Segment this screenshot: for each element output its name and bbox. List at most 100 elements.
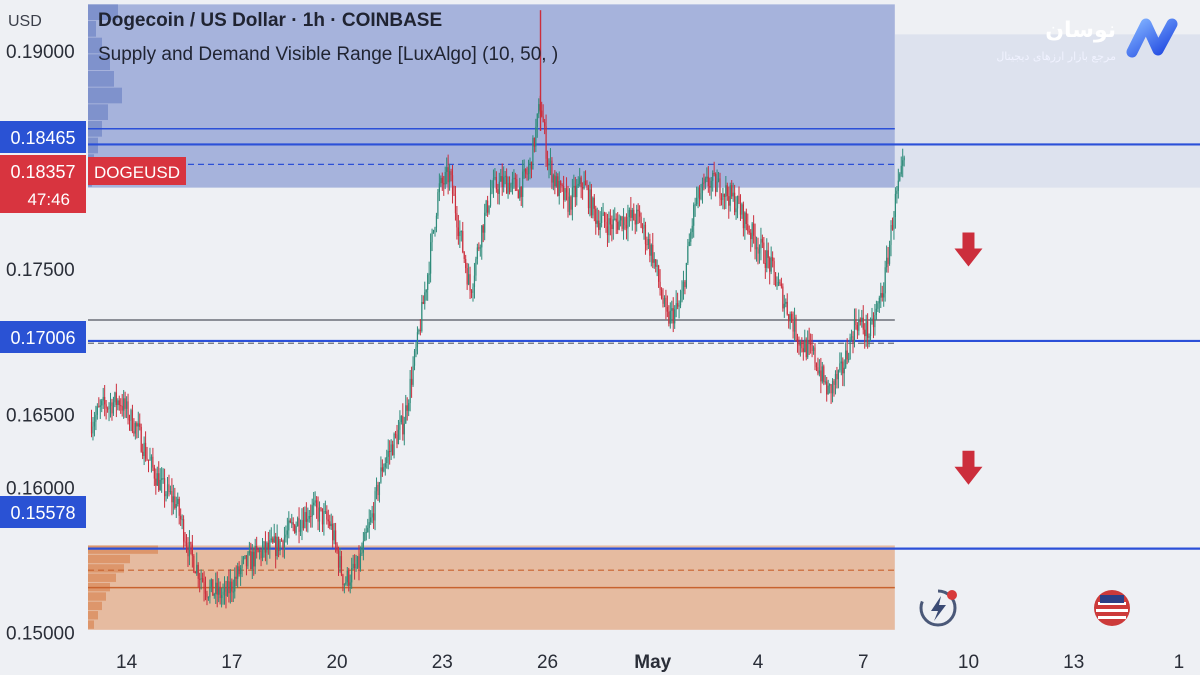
candle-body[interactable] xyxy=(104,396,106,405)
candle-body[interactable] xyxy=(525,169,527,174)
candle-body[interactable] xyxy=(526,173,528,175)
candle-body[interactable] xyxy=(565,188,568,193)
candle-body[interactable] xyxy=(792,321,794,332)
candle-body[interactable] xyxy=(463,252,465,260)
candle-body[interactable] xyxy=(213,594,215,596)
candle-body[interactable] xyxy=(735,208,737,213)
candle-body[interactable] xyxy=(715,174,717,192)
candle-body[interactable] xyxy=(178,498,180,516)
candle-body[interactable] xyxy=(846,350,848,360)
candle-body[interactable] xyxy=(128,419,131,421)
candle-body[interactable] xyxy=(412,365,414,385)
candle-body[interactable] xyxy=(174,496,176,508)
candle-body[interactable] xyxy=(560,180,562,185)
candle-body[interactable] xyxy=(527,168,530,174)
candle-body[interactable] xyxy=(568,196,571,212)
candle-body[interactable] xyxy=(703,182,705,184)
candle-body[interactable] xyxy=(544,122,546,127)
candle-body[interactable] xyxy=(351,568,353,583)
candle-body[interactable] xyxy=(799,340,801,346)
candle-body[interactable] xyxy=(780,283,782,287)
candle-body[interactable] xyxy=(377,484,379,496)
candle-body[interactable] xyxy=(371,513,373,518)
candle-body[interactable] xyxy=(210,579,212,587)
candle-body[interactable] xyxy=(887,257,889,264)
candle-body[interactable] xyxy=(416,332,419,348)
candle-body[interactable] xyxy=(468,274,470,285)
candle-body[interactable] xyxy=(709,186,711,188)
candle-body[interactable] xyxy=(469,274,471,291)
candle-body[interactable] xyxy=(865,321,867,337)
candle-body[interactable] xyxy=(684,281,686,287)
candle-body[interactable] xyxy=(289,520,291,523)
candle-body[interactable] xyxy=(726,185,728,197)
candle-body[interactable] xyxy=(302,520,305,528)
candle-body[interactable] xyxy=(574,185,576,198)
candle-body[interactable] xyxy=(223,587,226,592)
candle-body[interactable] xyxy=(576,185,578,198)
candle-body[interactable] xyxy=(196,564,198,574)
candle-body[interactable] xyxy=(166,484,169,495)
candle-body[interactable] xyxy=(137,423,139,427)
candle-body[interactable] xyxy=(263,541,265,549)
candle-body[interactable] xyxy=(551,160,553,183)
candle-body[interactable] xyxy=(105,404,107,409)
candle-body[interactable] xyxy=(143,442,145,457)
candle-body[interactable] xyxy=(415,347,417,352)
candle-body[interactable] xyxy=(842,361,844,374)
candle-body[interactable] xyxy=(897,180,899,191)
candle-body[interactable] xyxy=(206,593,208,598)
candle-body[interactable] xyxy=(254,546,256,567)
candle-body[interactable] xyxy=(739,204,742,215)
candle-body[interactable] xyxy=(336,544,338,552)
candle-body[interactable] xyxy=(710,180,712,188)
candle-body[interactable] xyxy=(557,176,559,196)
candle-body[interactable] xyxy=(133,431,135,434)
candle-body[interactable] xyxy=(408,403,410,411)
candle-body[interactable] xyxy=(614,218,616,220)
candle-body[interactable] xyxy=(479,247,481,249)
candle-body[interactable] xyxy=(796,338,799,342)
candle-body[interactable] xyxy=(788,314,790,322)
candle-body[interactable] xyxy=(555,176,557,187)
candle-body[interactable] xyxy=(108,406,110,409)
candle-body[interactable] xyxy=(874,315,876,328)
candle-body[interactable] xyxy=(374,491,376,521)
candle-body[interactable] xyxy=(548,163,550,166)
candle-body[interactable] xyxy=(155,478,157,486)
candle-body[interactable] xyxy=(519,186,521,199)
candle-body[interactable] xyxy=(437,192,439,216)
candle-body[interactable] xyxy=(763,242,765,264)
candle-body[interactable] xyxy=(428,273,430,275)
candle-body[interactable] xyxy=(611,224,613,230)
candle-body[interactable] xyxy=(142,451,144,457)
candle-body[interactable] xyxy=(106,408,109,410)
candle-body[interactable] xyxy=(491,188,493,193)
candle-body[interactable] xyxy=(655,259,657,267)
candle-body[interactable] xyxy=(776,285,778,287)
candle-body[interactable] xyxy=(706,176,708,179)
candle-body[interactable] xyxy=(193,555,195,572)
candle-body[interactable] xyxy=(902,160,904,166)
candle-body[interactable] xyxy=(834,374,837,385)
candle-body[interactable] xyxy=(403,423,405,435)
candle-body[interactable] xyxy=(359,553,362,569)
candle-body[interactable] xyxy=(824,381,826,383)
candle-body[interactable] xyxy=(754,235,756,250)
candle-body[interactable] xyxy=(826,381,828,395)
candle-body[interactable] xyxy=(343,584,345,586)
candle-body[interactable] xyxy=(397,429,400,445)
candle-body[interactable] xyxy=(498,181,500,194)
candle-body[interactable] xyxy=(352,563,354,569)
candle-body[interactable] xyxy=(247,553,249,567)
candle-body[interactable] xyxy=(147,459,150,461)
candle-body[interactable] xyxy=(324,511,326,513)
candle-body[interactable] xyxy=(294,524,296,533)
candle-body[interactable] xyxy=(409,378,411,404)
candle-body[interactable] xyxy=(767,250,769,258)
candle-body[interactable] xyxy=(662,298,664,304)
candle-body[interactable] xyxy=(541,110,543,117)
candle-body[interactable] xyxy=(712,173,714,181)
candle-body[interactable] xyxy=(693,204,695,226)
